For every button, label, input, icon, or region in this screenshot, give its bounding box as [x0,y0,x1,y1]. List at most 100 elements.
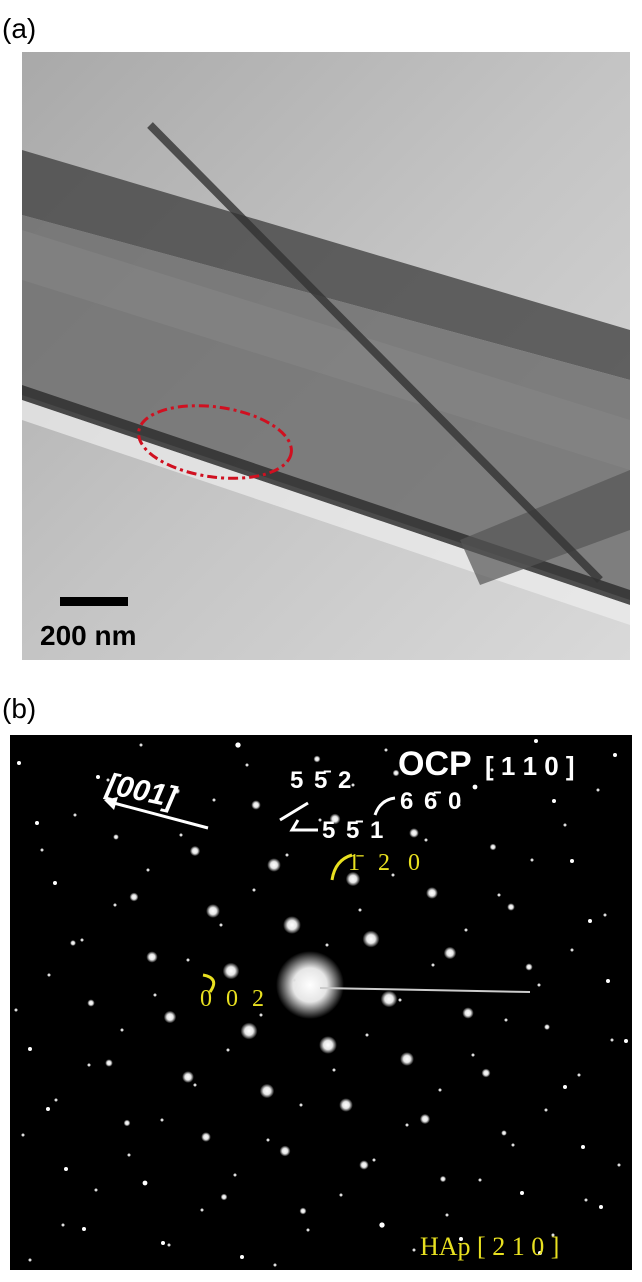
spot [604,914,607,917]
spot [439,1089,442,1092]
spot [606,979,610,983]
spot [611,1039,614,1042]
spot [462,1007,473,1018]
spot [571,949,574,952]
spot [613,753,617,757]
spot [274,1264,277,1267]
spot [385,749,388,752]
spot [62,1224,65,1227]
spot [490,844,497,851]
spot [379,1222,384,1227]
spot [201,1209,204,1212]
spot [564,824,567,827]
spot [241,1023,258,1040]
spot [22,1134,25,1137]
spot [206,904,220,918]
spot [146,951,157,962]
spot [227,1049,230,1052]
spot [406,1124,409,1127]
spot [223,963,240,980]
spot [373,1159,376,1162]
spot-index: 1̄ 2 0 [348,850,426,876]
spot [124,1120,131,1127]
spot [544,1024,550,1030]
spot [501,1130,507,1136]
spot [121,1029,124,1032]
spot [498,894,501,897]
spot [161,1119,164,1122]
spot [194,1084,197,1087]
spot [340,1194,343,1197]
spot [234,1174,237,1177]
spot [17,761,21,765]
spot-index: 5 5̄ 1 [322,817,385,844]
spot [538,984,541,987]
spot [512,1144,515,1147]
spot [161,1241,165,1245]
spot [213,799,216,802]
spot [29,1259,32,1262]
panel-label: (b) [2,693,36,724]
spot [260,1084,274,1098]
spot [286,854,289,857]
spot [399,999,402,1002]
spot [534,739,538,743]
spot [113,834,119,840]
spot [220,924,223,927]
spot [444,947,456,959]
spot [581,1145,585,1149]
spot [505,1019,508,1022]
spot [147,869,150,872]
spot [531,859,534,862]
spot [260,1014,263,1017]
scale-bar-label: 200 nm [40,620,137,651]
spot [283,916,301,934]
spot [81,939,84,942]
spot [253,889,256,892]
spot [307,1229,310,1232]
spot [359,909,362,912]
spot [168,1244,171,1247]
spot [420,1114,430,1124]
spot [552,799,556,803]
spot [597,789,600,792]
spot [74,814,77,817]
spot [276,951,344,1019]
spot [15,1009,18,1012]
spot [46,1107,50,1111]
spot [400,1052,414,1066]
spot [578,1074,581,1077]
spot [465,929,468,932]
spot [366,1034,369,1037]
phase-axis: [ 1 1 0 ] [485,751,575,781]
spot [201,1132,211,1142]
spot [267,1139,270,1142]
spot [319,1036,337,1054]
spot [88,1064,91,1067]
spot [267,858,281,872]
spot [563,1085,567,1089]
spot [425,839,428,842]
spot [182,1071,194,1083]
phase-label: OCP [398,745,472,783]
spot [130,893,139,902]
spot [381,991,398,1008]
spot [35,821,39,825]
panel-label: (a) [2,13,36,44]
spot [246,764,249,767]
spot [585,1199,588,1202]
spot [128,1154,131,1157]
spot [618,1164,621,1167]
spot [482,1069,491,1078]
spot [293,979,296,982]
spot [473,785,478,790]
spot [363,931,380,948]
spot [28,1047,32,1051]
spot [114,904,117,907]
spot [624,1039,628,1043]
spot [472,1054,475,1057]
spot [140,744,143,747]
spot [300,1208,307,1215]
spot-index: 5 5̄ 2 [290,767,353,794]
spot [95,1189,98,1192]
